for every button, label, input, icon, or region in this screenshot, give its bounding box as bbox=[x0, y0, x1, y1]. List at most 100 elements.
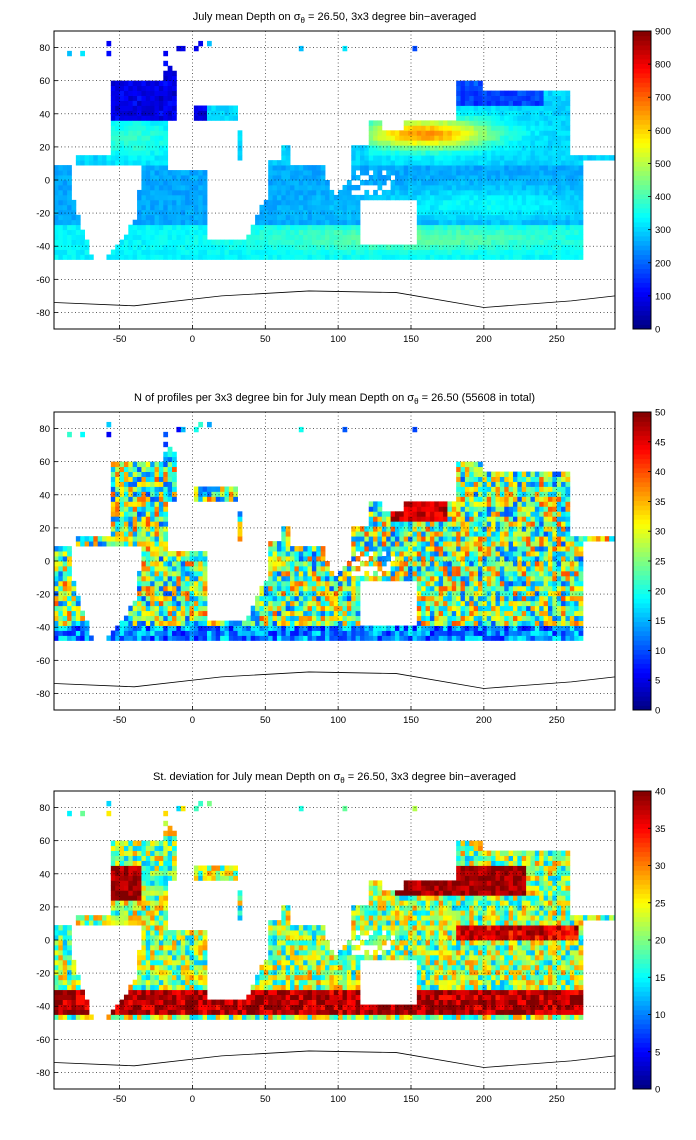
heatmap-cell bbox=[145, 610, 151, 617]
heatmap-cell bbox=[386, 521, 391, 527]
heatmap-cell bbox=[574, 229, 579, 236]
heatmap-cell bbox=[172, 630, 177, 636]
heatmap-cell bbox=[246, 630, 252, 636]
heatmap-cell bbox=[320, 595, 326, 602]
heatmap-cell bbox=[456, 90, 461, 96]
heatmap-cell bbox=[447, 175, 453, 181]
heatmap-cell bbox=[333, 595, 339, 602]
heatmap-cell bbox=[303, 249, 308, 255]
heatmap-cell bbox=[513, 214, 518, 221]
heatmap-cell bbox=[578, 234, 584, 240]
heatmap-cell bbox=[58, 635, 64, 641]
heatmap-cell bbox=[491, 471, 496, 477]
heatmap-cell bbox=[451, 180, 457, 186]
heatmap-cell bbox=[390, 625, 396, 631]
heatmap-cell bbox=[172, 244, 177, 250]
heatmap-cell bbox=[54, 254, 59, 260]
heatmap-cell bbox=[499, 610, 505, 617]
colorbar-segment bbox=[633, 226, 651, 232]
heatmap-cell bbox=[167, 90, 173, 96]
heatmap-cell bbox=[513, 561, 518, 567]
heatmap-cell bbox=[547, 189, 553, 196]
heatmap-cell bbox=[272, 630, 278, 636]
heatmap-cell bbox=[145, 486, 151, 492]
heatmap-cell bbox=[451, 209, 457, 216]
heatmap-cell bbox=[473, 229, 479, 236]
heatmap-cell bbox=[294, 575, 300, 582]
heatmap-cell bbox=[303, 254, 308, 260]
heatmap-cell bbox=[469, 565, 475, 572]
heatmap-cell bbox=[268, 625, 273, 631]
heatmap-cell bbox=[285, 209, 291, 216]
heatmap-cell bbox=[456, 600, 461, 607]
heatmap-cell bbox=[482, 630, 488, 636]
heatmap-cell bbox=[429, 180, 435, 186]
heatmap-cell bbox=[521, 204, 527, 211]
heatmap-cell bbox=[298, 209, 304, 216]
heatmap-cell bbox=[373, 551, 378, 557]
heatmap-cell bbox=[58, 570, 64, 577]
heatmap-cell bbox=[150, 466, 155, 472]
heatmap-cell bbox=[80, 620, 85, 626]
heatmap-cell bbox=[158, 180, 164, 186]
heatmap-cell bbox=[469, 184, 475, 191]
heatmap-cell bbox=[486, 570, 492, 577]
heatmap-cell bbox=[499, 100, 505, 106]
heatmap-cell bbox=[193, 575, 199, 582]
heatmap-cell bbox=[364, 160, 370, 166]
heatmap-cell bbox=[320, 561, 326, 567]
heatmap-cell bbox=[163, 521, 169, 527]
heatmap-cell bbox=[202, 565, 208, 572]
heatmap-cell bbox=[154, 100, 160, 106]
heatmap-cell bbox=[180, 580, 186, 587]
heatmap-cell bbox=[425, 130, 431, 136]
heatmap-cell bbox=[255, 239, 260, 245]
heatmap-cell bbox=[54, 630, 59, 636]
heatmap-cell bbox=[346, 204, 352, 211]
heatmap-cell bbox=[508, 635, 514, 641]
heatmap-cell bbox=[141, 194, 147, 201]
heatmap-cell bbox=[556, 165, 562, 171]
heatmap-cell bbox=[163, 630, 169, 636]
heatmap-cell bbox=[154, 234, 160, 240]
heatmap-cell bbox=[539, 95, 544, 101]
heatmap-cell bbox=[71, 615, 77, 621]
heatmap-cell bbox=[163, 625, 169, 631]
heatmap-cell bbox=[486, 511, 492, 517]
heatmap-cell bbox=[158, 570, 164, 577]
heatmap-cell bbox=[495, 580, 501, 587]
heatmap-cell bbox=[552, 189, 558, 196]
heatmap-cell bbox=[311, 605, 317, 612]
heatmap-cell bbox=[281, 531, 287, 537]
heatmap-cell bbox=[303, 585, 308, 592]
colorbar-segment bbox=[633, 77, 651, 83]
heatmap-cell bbox=[189, 209, 195, 216]
heatmap-cell bbox=[351, 229, 357, 236]
heatmap-cell bbox=[508, 521, 514, 527]
heatmap-cell bbox=[54, 600, 59, 607]
heatmap-cell bbox=[478, 150, 483, 156]
heatmap-cell bbox=[167, 446, 173, 453]
heatmap-cell bbox=[495, 140, 501, 146]
heatmap-cell bbox=[556, 204, 562, 211]
heatmap-cell bbox=[67, 575, 72, 582]
heatmap-cell bbox=[163, 110, 169, 116]
heatmap-cell bbox=[132, 85, 138, 91]
heatmap-cell bbox=[534, 100, 540, 106]
heatmap-cell bbox=[290, 546, 295, 552]
heatmap-cell bbox=[62, 595, 68, 602]
heatmap-cell bbox=[464, 140, 470, 146]
heatmap-cell bbox=[189, 219, 195, 226]
heatmap-cell bbox=[504, 145, 510, 151]
heatmap-cell bbox=[543, 214, 549, 221]
heatmap-cell bbox=[552, 105, 558, 111]
heatmap-cell bbox=[233, 105, 238, 111]
heatmap-cell bbox=[132, 471, 138, 477]
heatmap-cell bbox=[325, 229, 330, 236]
heatmap-cell bbox=[163, 224, 169, 231]
heatmap-cell bbox=[290, 585, 295, 592]
heatmap-cell bbox=[513, 194, 518, 201]
heatmap-cell bbox=[263, 600, 269, 607]
heatmap-cell bbox=[373, 506, 378, 512]
heatmap-cell bbox=[333, 610, 339, 617]
